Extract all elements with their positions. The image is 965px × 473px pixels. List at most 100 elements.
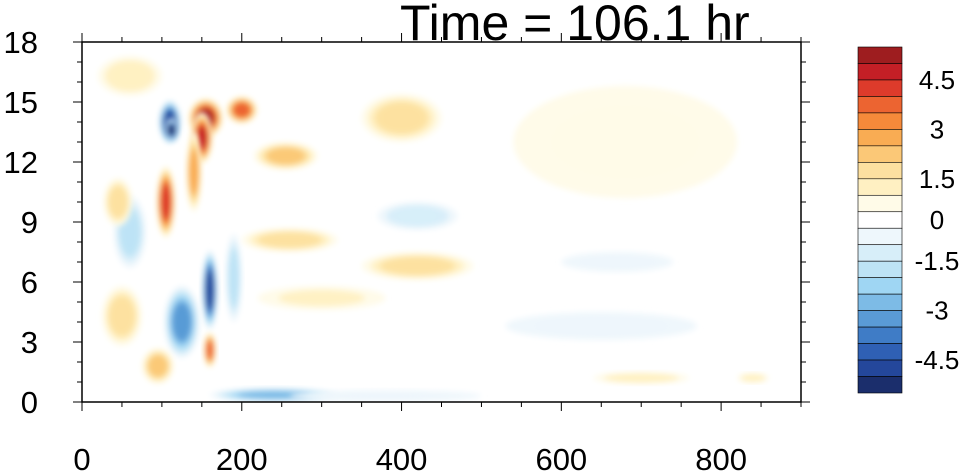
x-tick-label: 400	[376, 442, 428, 473]
contour-feature	[203, 332, 217, 368]
contour-level	[121, 213, 139, 251]
contour-feature	[164, 286, 200, 358]
contour-feature	[225, 234, 242, 322]
colorbar-swatch	[857, 46, 903, 64]
contour-level	[197, 127, 207, 149]
colorbar-swatch	[857, 96, 903, 114]
contour-level	[161, 186, 170, 218]
colorbar-swatch	[857, 162, 903, 180]
contour-level	[381, 105, 423, 131]
y-tick-label: 9	[21, 205, 38, 240]
colorbar-swatch	[857, 145, 903, 163]
contour-fields	[97, 56, 770, 402]
contour-feature	[737, 373, 770, 383]
colorbar-swatch	[857, 244, 903, 262]
colorbar-swatch	[857, 194, 903, 213]
y-tick-label: 15	[4, 85, 38, 120]
contour-feature	[593, 372, 690, 384]
contour-feature	[225, 96, 258, 124]
colorbar-swatch	[857, 79, 903, 97]
y-tick-label: 12	[4, 145, 38, 180]
x-tick-label: 600	[535, 442, 587, 473]
contour-feature	[253, 142, 318, 170]
contour-feature	[241, 228, 338, 252]
contour-level	[549, 104, 701, 180]
contour-feature	[505, 312, 698, 340]
colorbar-swatch	[857, 293, 903, 311]
colorbar-swatch	[857, 211, 903, 229]
colorbar-swatch	[857, 178, 903, 196]
x-tick-label: 800	[695, 442, 747, 473]
colorbar-swatch	[857, 227, 903, 246]
axis-ticks	[73, 33, 810, 411]
colorbar-swatch	[857, 63, 903, 81]
contour-level	[244, 391, 304, 399]
colorbar-label: -3	[925, 296, 948, 326]
contour-level	[579, 255, 656, 269]
contour-level	[614, 374, 669, 382]
contour-feature	[361, 94, 442, 142]
contour-feature	[361, 252, 474, 280]
contour-level	[394, 208, 441, 224]
contour-level	[150, 357, 166, 375]
contour-feature	[289, 390, 482, 402]
colorbar-swatch	[857, 343, 903, 361]
colorbar-label: 1.5	[919, 164, 955, 194]
colorbar	[857, 46, 903, 394]
contour-feature	[257, 286, 386, 310]
contour-level	[234, 103, 249, 117]
y-tick-label: 6	[21, 265, 38, 300]
colorbar-swatch	[857, 310, 903, 328]
contour-level	[110, 189, 126, 215]
colorbar-swatch	[857, 112, 903, 130]
colorbar-label: 4.5	[919, 65, 955, 95]
contour-level	[206, 273, 214, 307]
x-tick-label: 0	[73, 442, 90, 473]
contour-feature	[513, 86, 738, 198]
y-tick-label: 0	[21, 385, 38, 420]
contour-level	[278, 289, 365, 307]
contour-level	[111, 300, 133, 332]
contour-feature	[164, 118, 179, 142]
y-tick-label: 3	[21, 325, 38, 360]
colorbar-labels: 4.5 3 1.5 0 -1.5 -3 -4.5	[915, 65, 960, 375]
y-tick-label: 18	[4, 25, 38, 60]
contour-feature	[103, 178, 133, 226]
contour-level	[111, 64, 149, 88]
y-tick-labels: 0 3 6 9 12 15 18	[4, 25, 38, 420]
contour-level	[207, 342, 213, 358]
contour-level	[320, 391, 451, 401]
colorbar-swatch	[857, 277, 903, 295]
contour-level	[270, 149, 302, 163]
contour-level	[190, 153, 198, 191]
chart-title: Time = 106.1 hr	[400, 0, 750, 51]
contour-level	[229, 255, 238, 301]
colorbar-swatch	[857, 260, 903, 278]
contour-feature	[377, 202, 458, 230]
colorbar-swatch	[857, 326, 903, 344]
x-tick-labels: 0 200 400 600 800	[73, 442, 747, 473]
contour-level	[168, 125, 175, 135]
contour-feature	[97, 56, 162, 96]
contour-feature	[185, 132, 202, 212]
contour-level	[744, 375, 763, 381]
contour-level	[174, 306, 190, 338]
colorbar-label: -1.5	[915, 246, 960, 276]
colorbar-label: 0	[930, 205, 944, 235]
contour-feature	[561, 252, 674, 272]
contour-level	[536, 316, 666, 336]
contour-level	[265, 233, 315, 247]
colorbar-swatch	[857, 129, 903, 147]
colorbar-swatch	[857, 359, 903, 377]
contour-feature	[156, 166, 176, 238]
colorbar-label: -4.5	[915, 345, 960, 375]
contour-level	[388, 258, 447, 274]
contour-feature	[141, 348, 174, 384]
x-tick-label: 200	[216, 442, 268, 473]
contour-feature	[101, 286, 142, 346]
colorbar-label: 3	[930, 114, 944, 144]
contour-feature	[209, 388, 338, 402]
colorbar-swatch	[857, 376, 903, 394]
contour-feature	[201, 250, 218, 330]
